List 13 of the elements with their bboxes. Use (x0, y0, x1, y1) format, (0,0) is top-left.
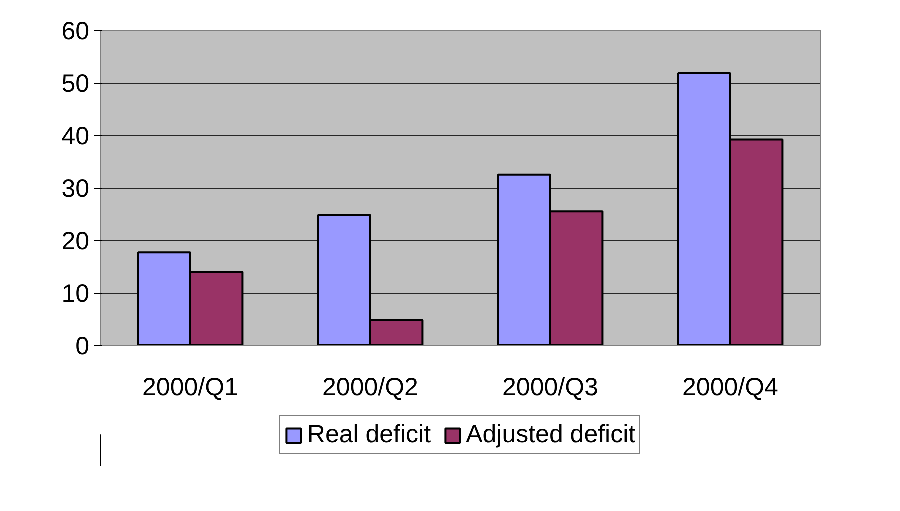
x-tick-label: 2000/Q2 (322, 374, 418, 402)
y-tick-label: 60 (62, 18, 90, 46)
y-tick-label: 40 (62, 122, 90, 150)
legend-label: Real deficit (307, 420, 432, 450)
y-tick-label: 10 (62, 280, 90, 308)
x-tick-label: 2000/Q1 (142, 374, 238, 402)
y-tick-label: 20 (62, 228, 90, 256)
x-tick-label: 2000/Q4 (682, 374, 779, 402)
legend-label: Adjusted deficit (466, 420, 636, 450)
x-tick-label: 2000/Q3 (502, 374, 598, 402)
y-tick-label: 50 (62, 70, 90, 98)
y-tick-label: 0 (76, 332, 90, 360)
y-tick-label: 30 (62, 175, 90, 203)
